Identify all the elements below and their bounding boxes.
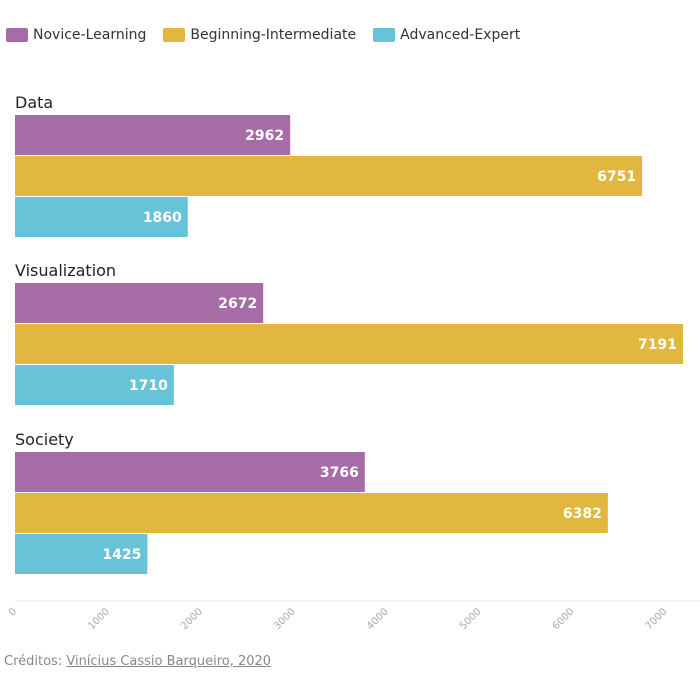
bar [15,324,683,364]
legend-item-0[interactable]: Novice-Learning [6,27,146,43]
bar [15,452,365,492]
legend-swatch [6,28,28,42]
bar-value-label: 2672 [218,296,257,312]
x-tick-label: 5000 [458,606,484,632]
bar-value-label: 1710 [129,378,168,394]
legend-label: Novice-Learning [33,27,147,43]
legend-label: Advanced-Expert [400,27,521,43]
x-tick-label: 7000 [644,606,670,632]
x-tick-label: 2000 [179,606,205,632]
credits-prefix: Créditos: [4,654,63,669]
bar [15,197,188,237]
x-tick-label: 6000 [551,606,577,632]
category-label: Society [15,430,74,449]
bar-value-label: 7191 [638,337,677,353]
bar [15,534,148,574]
bar-value-label: 1425 [102,547,141,563]
bar-value-label: 1860 [143,210,182,226]
bar-value-label: 6751 [597,169,636,185]
bar [15,115,291,155]
legend-item-1[interactable]: Beginning-Intermediate [163,27,356,43]
x-tick-label: 4000 [365,606,391,632]
legend-item-2[interactable]: Advanced-Expert [373,27,520,43]
legend-swatch [373,28,396,42]
legend-swatch [163,28,186,42]
category-label: Data [15,93,53,112]
legend-label: Beginning-Intermediate [190,27,357,43]
bar [15,283,264,323]
x-tick-label: 1000 [86,606,112,632]
credits-author-link[interactable]: Vinícius Cassio Barqueiro, 2020 [66,654,272,669]
category-label: Visualization [15,261,116,280]
bar [15,156,643,196]
x-tick-label: 3000 [272,606,298,632]
bar-value-label: 2962 [245,128,284,144]
x-tick-label: 0 [7,606,19,618]
bar [15,493,608,533]
chart-legend: Novice-Learning Beginning-Intermediate Adv… [6,27,537,43]
bar-value-label: 3766 [320,465,359,481]
bar-value-label: 6382 [563,506,602,522]
credits: Créditos: Vinícius Cassio Barqueiro, 202… [4,654,271,669]
bar [15,365,174,405]
